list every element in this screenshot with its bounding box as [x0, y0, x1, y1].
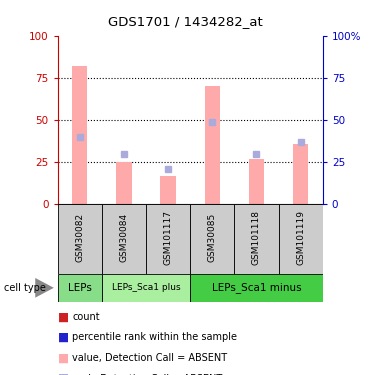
Bar [234, 204, 279, 274]
Text: ■: ■ [58, 331, 69, 344]
Bar [293, 144, 308, 204]
Text: GSM101117: GSM101117 [164, 210, 173, 265]
Text: GSM30082: GSM30082 [75, 213, 84, 262]
Text: rank, Detection Call = ABSENT: rank, Detection Call = ABSENT [72, 374, 223, 375]
Bar [160, 176, 176, 204]
Bar [190, 204, 234, 274]
Bar [72, 66, 87, 204]
Text: LEPs_Sca1 minus: LEPs_Sca1 minus [211, 282, 301, 293]
Bar [58, 204, 102, 274]
Bar [58, 274, 102, 302]
Bar [116, 162, 132, 204]
Text: LEPs_Sca1 plus: LEPs_Sca1 plus [112, 284, 180, 292]
Text: LEPs: LEPs [68, 283, 92, 293]
Text: ■: ■ [58, 352, 69, 364]
Polygon shape [35, 278, 54, 298]
Text: GSM101118: GSM101118 [252, 210, 261, 265]
Text: percentile rank within the sample: percentile rank within the sample [72, 333, 237, 342]
Text: ■: ■ [58, 372, 69, 375]
Bar [102, 204, 146, 274]
Text: count: count [72, 312, 100, 322]
Text: GSM30084: GSM30084 [119, 213, 128, 262]
Bar [279, 204, 323, 274]
Text: ■: ■ [58, 310, 69, 323]
Bar [204, 86, 220, 204]
Text: value, Detection Call = ABSENT: value, Detection Call = ABSENT [72, 353, 227, 363]
Bar [190, 274, 323, 302]
Bar [146, 204, 190, 274]
Bar [249, 159, 264, 204]
Text: GSM101119: GSM101119 [296, 210, 305, 265]
Bar [102, 274, 190, 302]
Text: GSM30085: GSM30085 [208, 213, 217, 262]
Text: GDS1701 / 1434282_at: GDS1701 / 1434282_at [108, 15, 263, 28]
Text: cell type: cell type [4, 283, 46, 293]
